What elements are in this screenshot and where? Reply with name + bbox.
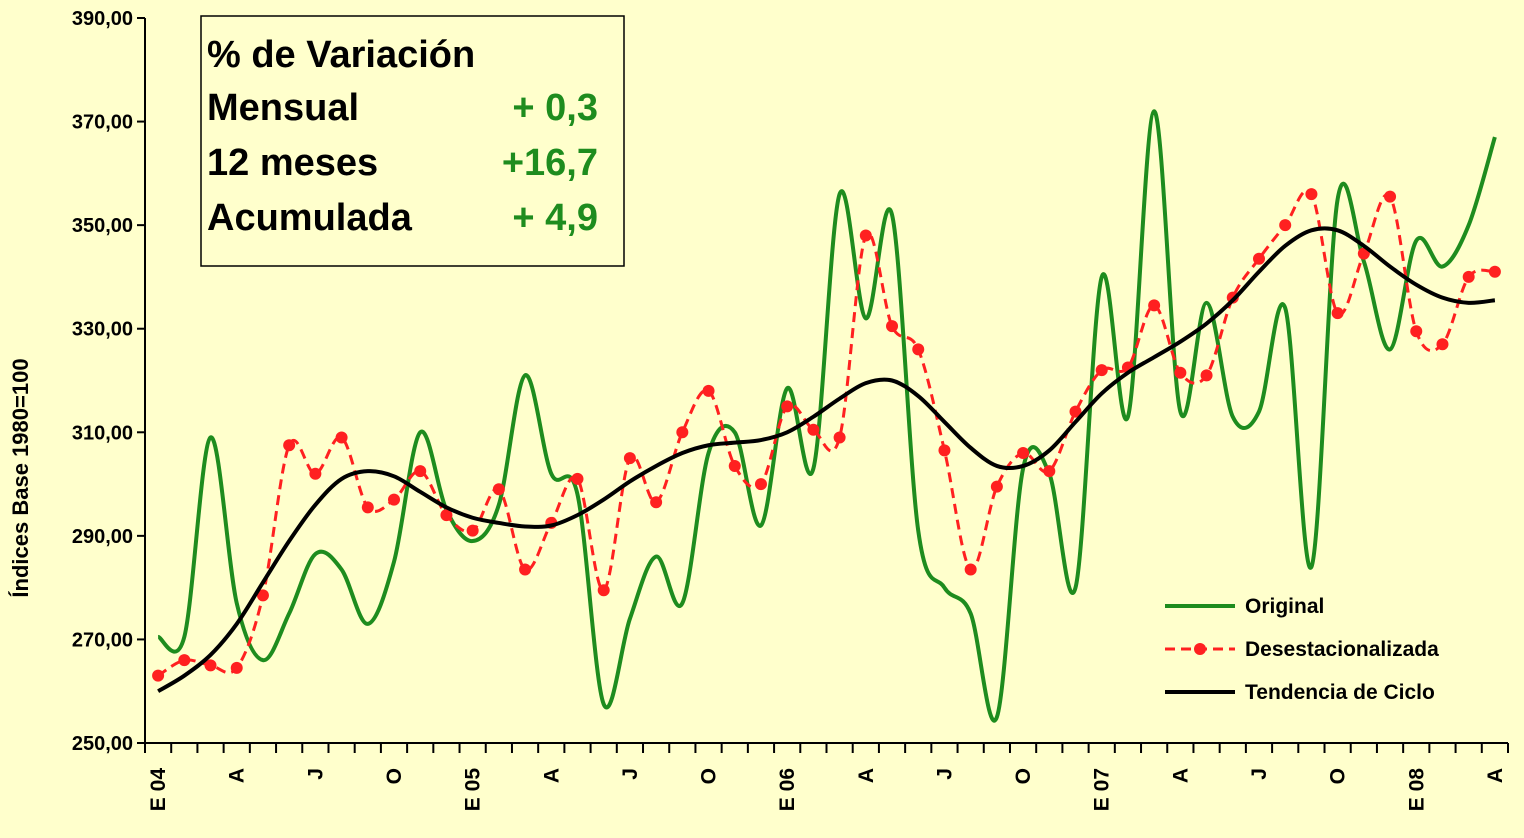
annotation-value: +16,7 xyxy=(502,142,598,184)
marker xyxy=(1279,219,1292,232)
marker xyxy=(1252,252,1265,265)
marker xyxy=(597,584,610,597)
x-tick-label: A xyxy=(855,768,878,783)
marker xyxy=(230,661,243,674)
marker xyxy=(1436,338,1449,351)
x-tick-label: O xyxy=(698,768,721,784)
marker xyxy=(1357,247,1370,260)
marker xyxy=(859,229,872,242)
marker xyxy=(912,343,925,356)
marker xyxy=(702,384,715,397)
x-tick-label: E 08 xyxy=(1405,768,1428,812)
marker xyxy=(466,524,479,537)
marker xyxy=(256,589,269,602)
marker xyxy=(676,426,689,439)
x-tick-label: O xyxy=(383,768,406,784)
marker xyxy=(152,669,165,682)
y-tick-label: 250,00 xyxy=(72,733,133,755)
marker xyxy=(519,563,532,576)
marker xyxy=(1200,369,1213,382)
marker xyxy=(1410,325,1423,338)
annotation-value: + 0,3 xyxy=(512,87,598,129)
x-tick-label: E 07 xyxy=(1091,768,1114,811)
legend-label: Tendencia de Ciclo xyxy=(1245,681,1435,704)
marker xyxy=(1017,447,1030,459)
marker xyxy=(1174,366,1187,379)
y-tick-label: 290,00 xyxy=(72,526,133,548)
marker xyxy=(807,423,820,436)
marker xyxy=(1148,299,1161,312)
marker xyxy=(1069,405,1082,418)
marker xyxy=(440,509,453,522)
marker xyxy=(1095,364,1108,377)
y-tick-label: 270,00 xyxy=(72,629,133,651)
marker xyxy=(1043,465,1056,478)
line-series xyxy=(157,109,1497,723)
x-tick-label: E 05 xyxy=(462,768,485,812)
legend-label: Desestacionalizada xyxy=(1245,638,1439,661)
marker xyxy=(178,654,191,667)
x-tick-label: A xyxy=(226,768,249,783)
x-tick-label: J xyxy=(933,768,956,780)
marker xyxy=(938,444,951,457)
y-tick-label: 330,00 xyxy=(72,319,133,341)
marker xyxy=(309,467,322,480)
marker xyxy=(492,483,505,496)
marker xyxy=(781,400,794,413)
x-tick-label: E 06 xyxy=(776,768,799,811)
marker xyxy=(754,478,767,491)
marker xyxy=(964,563,977,576)
marker xyxy=(361,501,374,514)
marker xyxy=(1462,270,1475,283)
y-tick-label: 390,00 xyxy=(72,8,133,30)
marker xyxy=(571,472,584,485)
x-tick-label: O xyxy=(1012,768,1035,784)
marker xyxy=(335,431,348,444)
x-tick-label: J xyxy=(1248,768,1271,780)
legend-marker xyxy=(1194,643,1206,655)
x-tick-label: J xyxy=(304,768,327,780)
x-tick-label: O xyxy=(1327,768,1350,784)
legend-label: Original xyxy=(1245,595,1324,618)
marker xyxy=(650,496,663,509)
line-series xyxy=(157,226,1496,693)
marker xyxy=(283,439,296,452)
y-tick-label: 350,00 xyxy=(72,215,133,237)
x-tick-label: A xyxy=(1169,768,1192,783)
marker xyxy=(1384,190,1397,203)
marker xyxy=(990,480,1003,493)
marker xyxy=(388,493,401,506)
marker xyxy=(1305,188,1318,201)
annotation-label: 12 meses xyxy=(207,142,378,184)
marker xyxy=(623,452,636,465)
annotation-value: + 4,9 xyxy=(512,197,598,239)
y-axis-label: Índices Base 1980=100 xyxy=(8,358,33,597)
x-tick-label: E 04 xyxy=(147,768,170,812)
marker xyxy=(886,320,899,333)
marker xyxy=(728,459,741,472)
annotation-label: Acumulada xyxy=(207,197,413,239)
annotation-title: % de Variación xyxy=(207,34,475,76)
marker xyxy=(833,431,846,444)
annotation-label: Mensual xyxy=(207,87,359,129)
x-tick-label: A xyxy=(1484,768,1507,783)
marker xyxy=(204,659,217,672)
y-tick-label: 370,00 xyxy=(72,112,133,134)
x-tick-label: J xyxy=(619,768,642,780)
annotation-box xyxy=(200,15,625,267)
marker xyxy=(1488,265,1501,278)
y-tick-label: 310,00 xyxy=(72,422,133,444)
marker xyxy=(414,465,427,478)
marker xyxy=(1331,307,1344,320)
x-tick-label: A xyxy=(540,768,563,783)
